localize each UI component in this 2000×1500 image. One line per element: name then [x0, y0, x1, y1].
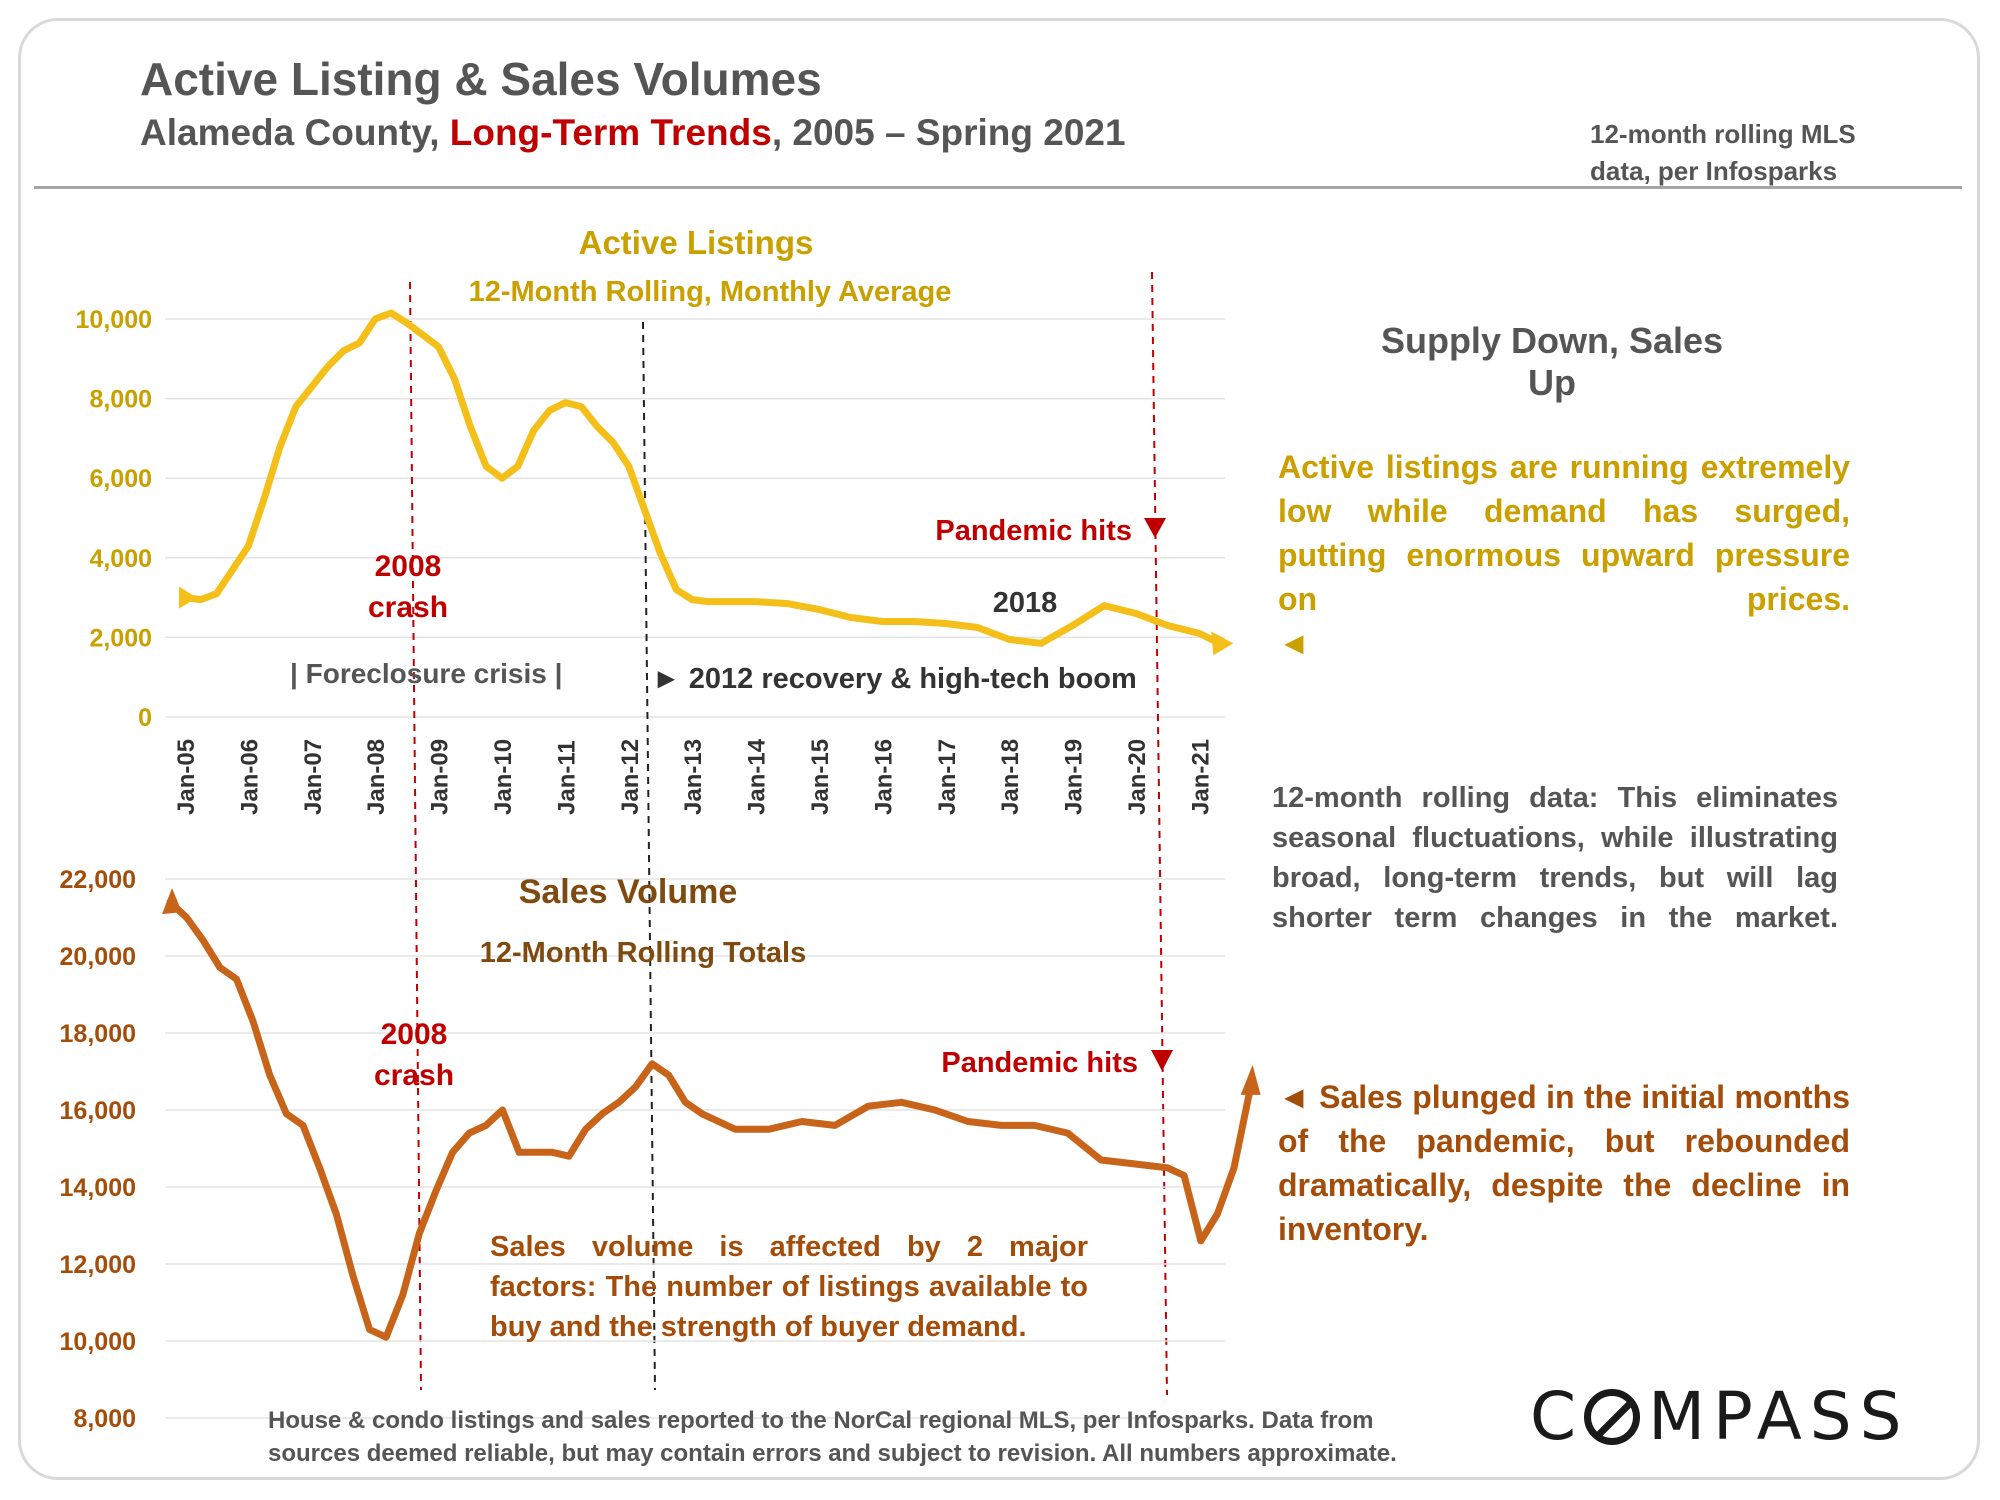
- compass-o-icon: [1584, 1389, 1641, 1445]
- sidebar-heading: Supply Down, Sales Up: [1380, 320, 1724, 403]
- logo-letter-c: C: [1530, 1378, 1585, 1455]
- sales-crash-label-word: crash: [374, 1059, 454, 1092]
- listings-x-tick: Jan-17: [934, 739, 961, 815]
- listings-x-tick: Jan-08: [363, 739, 390, 815]
- foreclosure-crisis-label: | Foreclosure crisis |: [290, 658, 562, 689]
- listings-x-tick: Jan-16: [870, 739, 897, 815]
- listings-pandemic-down-arrow-icon: [1144, 518, 1166, 538]
- listings-commentary: Active listings are running extremely lo…: [1278, 445, 1850, 665]
- subtitle-prefix: Alameda County,: [140, 112, 450, 153]
- header-divider: [34, 186, 1962, 189]
- sales-y-tick: 10,000: [60, 1328, 136, 1356]
- listings-arrow-icon: ◄: [1278, 625, 1310, 661]
- sales-y-tick: 12,000: [60, 1251, 136, 1279]
- pandemic-reference-line: [1151, 271, 1168, 1396]
- listings-commentary-text: Active listings are running extremely lo…: [1278, 449, 1850, 617]
- page-title: Active Listing & Sales Volumes: [140, 53, 822, 105]
- listings-x-tick: Jan-09: [427, 739, 454, 815]
- listings-y-tick: 10,000: [76, 306, 152, 334]
- sales-y-tick: 22,000: [60, 866, 136, 894]
- sales-y-tick: 20,000: [60, 943, 136, 971]
- sales-factors-note: Sales volume is affected by 2 major fact…: [490, 1231, 1088, 1343]
- logo-letters: MPASS: [1648, 1378, 1910, 1455]
- listings-x-tick: Jan-14: [744, 738, 771, 815]
- sales-crash-label-year: 2008: [381, 1018, 448, 1051]
- page-subtitle: Alameda County, Long-Term Trends, 2005 –…: [140, 112, 1126, 154]
- listings-end-arrow: [1211, 631, 1234, 656]
- sales-pandemic-down-arrow-icon: [1151, 1050, 1173, 1071]
- listings-y-tick: 2,000: [89, 624, 152, 652]
- sales-commentary: ◄ Sales plunged in the initial months of…: [1278, 1079, 1850, 1247]
- listings-x-tick: Jan-13: [680, 739, 707, 815]
- sales-chart-subtitle: 12-Month Rolling Totals: [480, 937, 807, 969]
- listings-crash-label-year: 2008: [375, 550, 442, 583]
- listings-crash-label-word: crash: [368, 591, 448, 624]
- source-note: 12-month rolling MLS data, per Infospark…: [1590, 119, 1856, 186]
- recovery-boom-label: ► 2012 recovery & high-tech boom: [652, 663, 1137, 695]
- sales-end-arrow: [1240, 1064, 1261, 1095]
- listings-chart-subtitle: 12-Month Rolling, Monthly Average: [469, 276, 952, 308]
- listings-x-tick: Jan-19: [1061, 739, 1088, 815]
- footer-disclaimer: House & condo listings and sales reporte…: [268, 1407, 1397, 1467]
- listings-y-tick: 0: [138, 704, 152, 732]
- listings-x-tick: Jan-18: [997, 739, 1024, 815]
- sales-y-tick: 16,000: [60, 1097, 136, 1125]
- listings-x-tick: Jan-12: [617, 739, 644, 815]
- listings-y-tick: 6,000: [89, 465, 152, 493]
- listings-x-tick: Jan-07: [300, 739, 327, 815]
- recovery-2012-reference-line: [642, 321, 656, 1391]
- sales-start-marker: [162, 888, 182, 915]
- listings-y-tick: 4,000: [89, 545, 152, 573]
- listings-chart-title: Active Listings: [579, 224, 814, 261]
- listings-x-tick: Jan-06: [236, 739, 263, 815]
- listings-2018-label: 2018: [993, 587, 1058, 619]
- listings-x-tick: Jan-10: [490, 739, 517, 815]
- compass-logo: C MPASS: [1530, 1378, 1910, 1455]
- sales-chart-title: Sales Volume: [519, 873, 738, 911]
- sales-factors-text: Sales volume is affected by 2 major fact…: [490, 1231, 1088, 1343]
- subtitle-highlight: Long-Term Trends: [449, 112, 772, 153]
- sales-y-tick: 8,000: [73, 1405, 136, 1433]
- listings-start-marker: [179, 586, 197, 609]
- listings-x-tick: Jan-15: [807, 739, 834, 815]
- sales-pandemic-label: Pandemic hits: [941, 1047, 1138, 1079]
- listings-pandemic-label: Pandemic hits: [935, 515, 1132, 547]
- crash-2008-reference-line: [409, 281, 422, 1391]
- listings-x-tick: Jan-21: [1187, 739, 1214, 815]
- sales-series-line: [166, 898, 1255, 1341]
- listings-series-line: [181, 309, 1219, 647]
- sales-y-tick: 18,000: [60, 1020, 136, 1048]
- listings-x-tick: Jan-20: [1124, 739, 1151, 815]
- listings-y-tick: 8,000: [89, 386, 152, 414]
- rolling-data-note: 12-month rolling data: This eliminates s…: [1272, 782, 1838, 934]
- sales-y-tick: 14,000: [60, 1174, 136, 1202]
- listings-x-tick: Jan-11: [553, 740, 580, 815]
- subtitle-suffix: , 2005 – Spring 2021: [771, 112, 1126, 153]
- listings-x-tick: Jan-05: [173, 739, 200, 815]
